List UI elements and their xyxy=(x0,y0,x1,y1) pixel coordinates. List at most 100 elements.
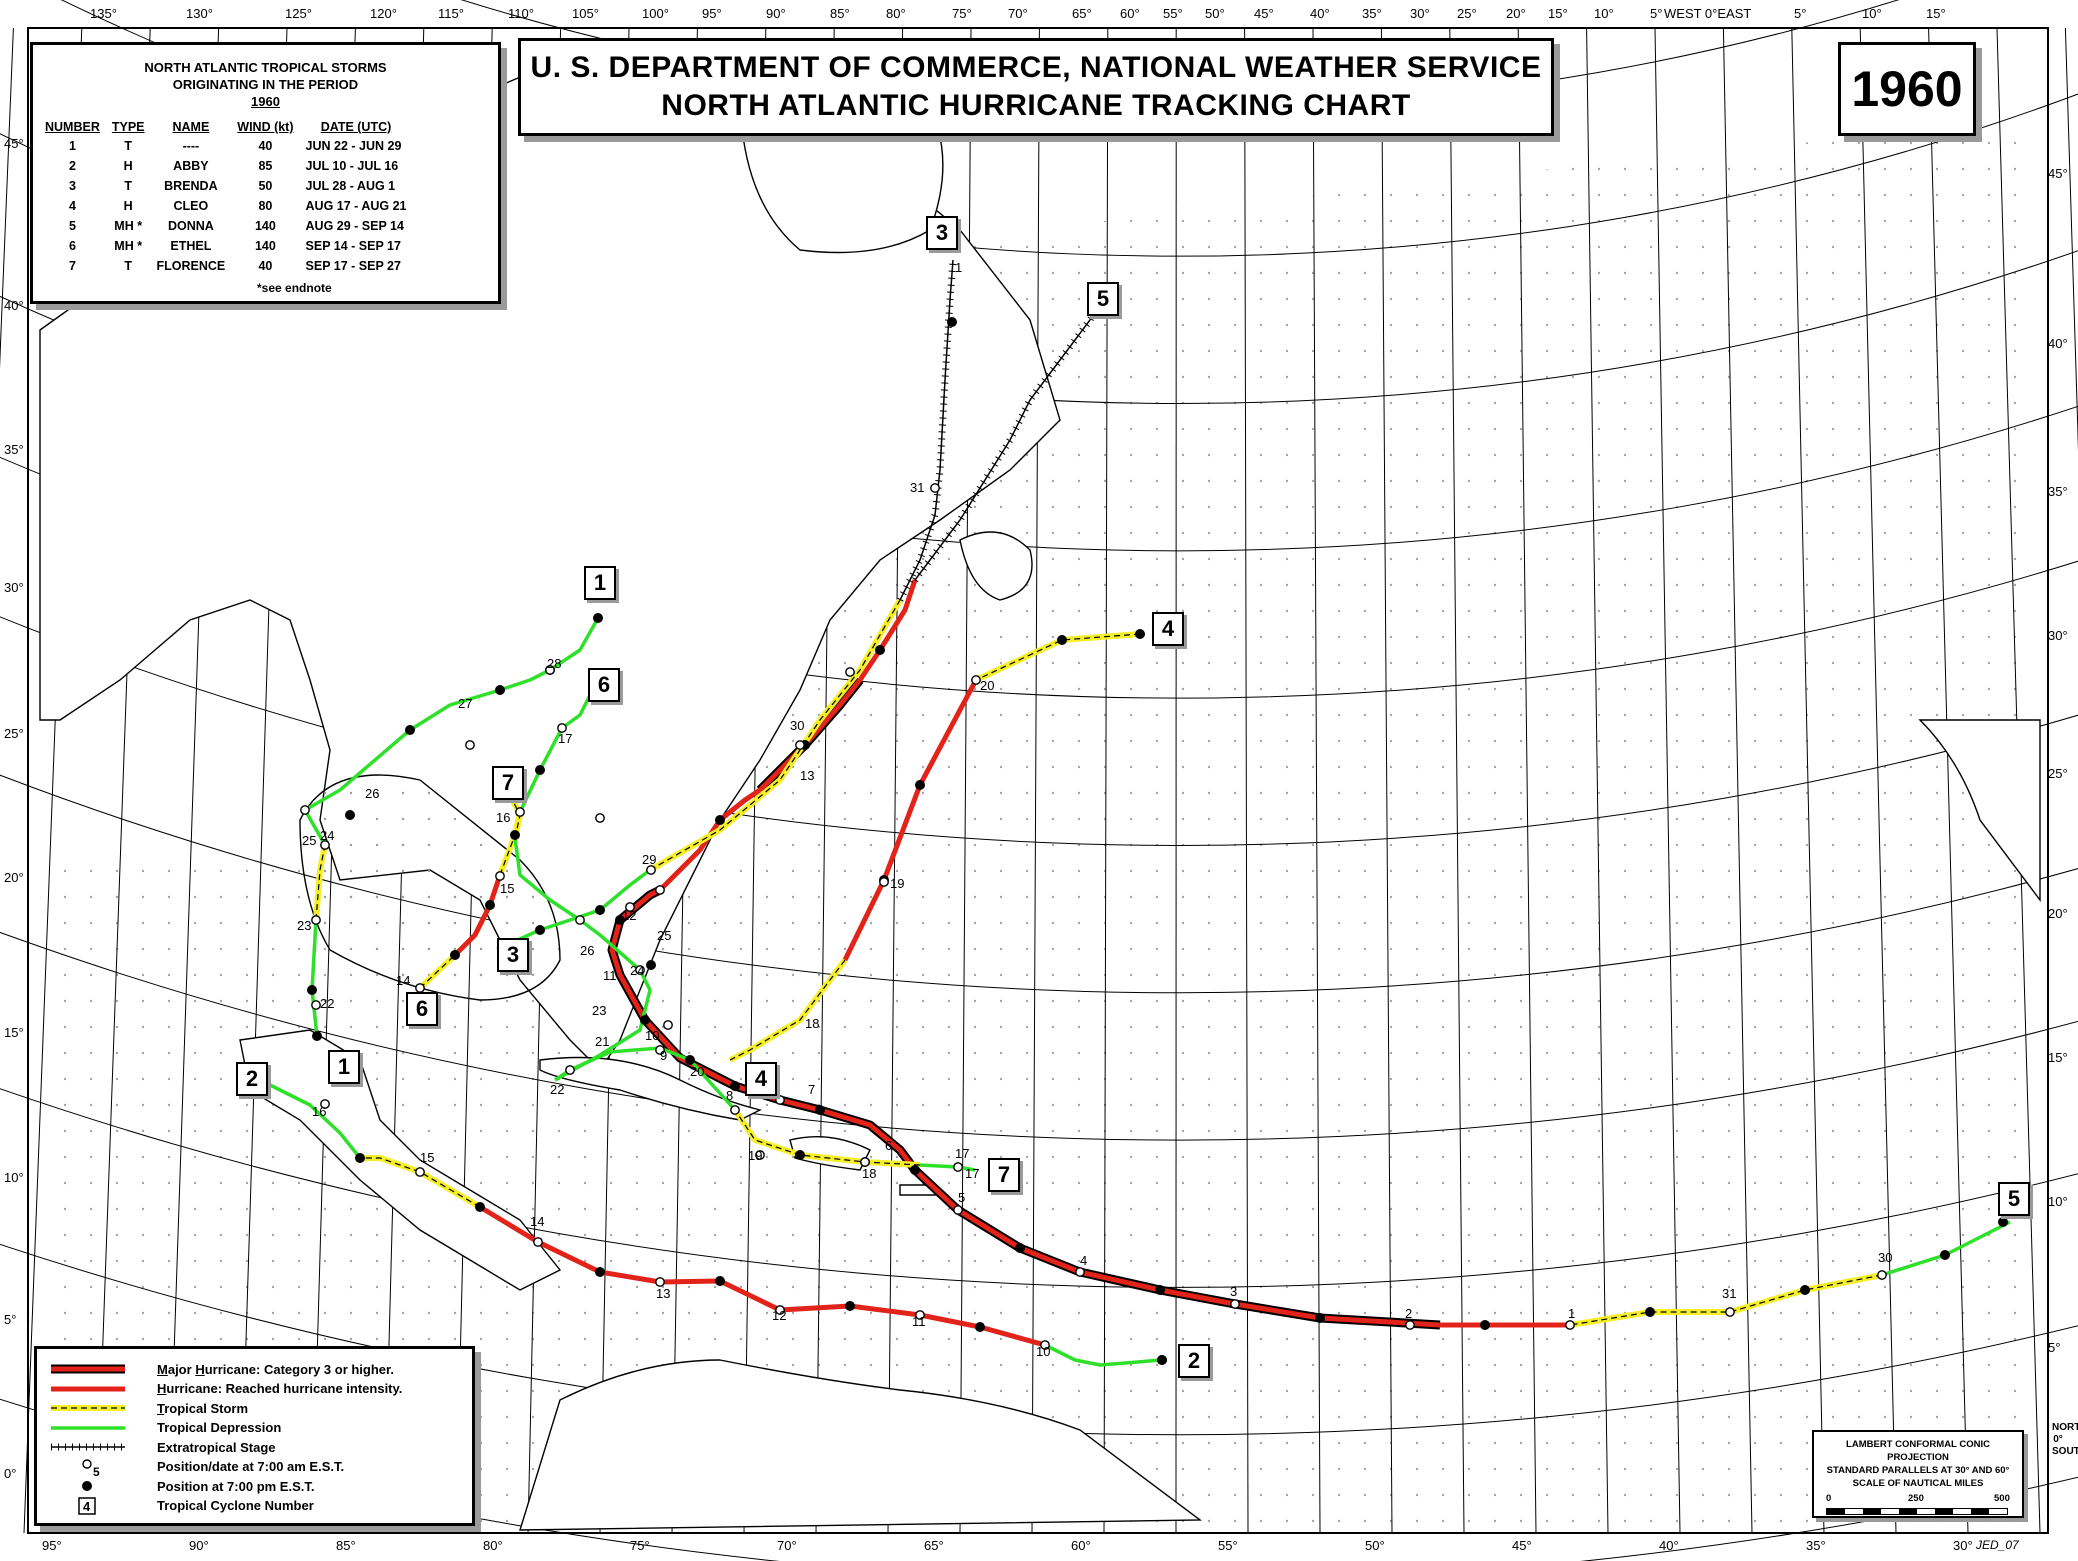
table-cell: T xyxy=(124,139,132,153)
storm-number-4: 4 xyxy=(745,1062,777,1096)
table-cell: 140 xyxy=(254,239,276,253)
date-label: 11 xyxy=(912,1314,926,1329)
legend-symbol xyxy=(47,1418,129,1438)
date-label: 14 xyxy=(530,1214,544,1229)
table-cell: T xyxy=(124,259,132,273)
legend-label: Tropical Storm xyxy=(157,1400,249,1416)
legend-row-depression: Tropical Depression xyxy=(47,1418,281,1438)
coordinate-label: 75° xyxy=(630,1538,650,1553)
date-label: 11 xyxy=(603,968,617,983)
table-cell: ---- xyxy=(182,139,200,153)
date-label: 2 xyxy=(1405,1306,1412,1321)
date-label: 23 xyxy=(592,1003,606,1018)
coordinate-label: 25° xyxy=(2048,766,2068,781)
table-cell: 1 xyxy=(68,139,76,153)
chart-credit: JED_07 xyxy=(1976,1538,2019,1552)
coordinate-label: 95° xyxy=(42,1538,62,1553)
coordinate-label: 5° xyxy=(2048,1340,2061,1355)
storms-table-header: NORTH ATLANTIC TROPICAL STORMS ORIGINATI… xyxy=(33,59,498,110)
coordinate-label: 25° xyxy=(4,726,24,741)
date-label: 26 xyxy=(365,786,379,801)
date-label: 20 xyxy=(980,678,994,693)
storm-number-4: 4 xyxy=(1152,612,1184,646)
legend-symbol: 4 xyxy=(47,1496,129,1516)
coordinate-label: 60° xyxy=(1120,6,1140,21)
legend-symbol xyxy=(47,1379,129,1399)
legend-label: Hurricane: Reached hurricane intensity. xyxy=(157,1381,403,1396)
legend-row-tropical-storm: Tropical Storm xyxy=(47,1398,248,1418)
legend-label: Extratropical Stage xyxy=(157,1439,276,1455)
storms-table-body: 1 T ---- 40 JUN 22 - JUN 29 2 H ABBY 85 JUL 10 - … xyxy=(39,136,412,276)
table-cell: 50 xyxy=(258,179,273,193)
table-cell: DONNA xyxy=(167,219,214,233)
date-label: 19 xyxy=(748,1148,762,1163)
table-cell: ABBY xyxy=(173,159,209,173)
table-cell: ETHEL xyxy=(170,239,212,253)
svg-text:5: 5 xyxy=(93,1465,100,1477)
coordinate-label: 110° xyxy=(508,6,534,21)
coordinate-label: 20° xyxy=(4,870,24,885)
coordinate-label: 105° xyxy=(572,6,599,21)
table-cell: JUL 10 - JUL 16 xyxy=(305,159,399,173)
table-row: 3 T BRENDA 50 JUL 28 - AUG 1 xyxy=(39,176,412,196)
date-label: 22 xyxy=(550,1082,564,1097)
legend-box: Major Hurricane: Category 3 or higher. Hu… xyxy=(34,1346,475,1526)
date-labels: 2223242526272810111213141516293031117181… xyxy=(297,260,1892,1359)
storm-number-1: 1 xyxy=(328,1050,360,1084)
storm-number-7: 7 xyxy=(988,1158,1020,1192)
coordinate-label: 10° xyxy=(2048,1194,2068,1209)
date-label: 27 xyxy=(458,696,472,711)
coordinate-label: 65° xyxy=(924,1538,944,1553)
table-cell: 4 xyxy=(68,199,76,213)
table-cell: 80 xyxy=(258,199,273,213)
coordinate-label: 50° xyxy=(1205,6,1225,21)
title-line-1: U. S. DEPARTMENT OF COMMERCE, NATIONAL W… xyxy=(530,51,1542,84)
storm-number-6: 6 xyxy=(588,668,620,702)
date-label: 1 xyxy=(1568,1306,1575,1321)
scale-label-500: 500 xyxy=(1994,1493,2010,1504)
storm-number-5: 5 xyxy=(1998,1182,2030,1216)
table-cell: 6 xyxy=(68,239,76,253)
date-label: 15 xyxy=(420,1150,434,1165)
coordinate-label: 10° xyxy=(4,1170,24,1185)
date-label: 23 xyxy=(297,918,311,933)
date-label: 24 xyxy=(320,828,334,843)
coordinate-label: 55° xyxy=(1218,1538,1238,1553)
date-label: 13 xyxy=(800,768,814,783)
coordinate-label: 40° xyxy=(1659,1538,1679,1553)
table-cell: 2 xyxy=(68,159,76,173)
storm-number-6: 6 xyxy=(406,992,438,1026)
storms-table-head-row: NUMBER TYPE NAME WIND (kt) DATE (UTC) xyxy=(39,118,412,136)
table-cell: H xyxy=(123,159,133,173)
projection-line-1: LAMBERT CONFORMAL CONIC PROJECTION xyxy=(1846,1439,1990,1463)
coordinate-label: 55° xyxy=(1163,6,1183,21)
coordinate-label: 10° xyxy=(1594,6,1614,21)
coordinate-label: 125° xyxy=(285,6,312,21)
coordinate-label: 25° xyxy=(1457,6,1477,21)
date-label: 20 xyxy=(690,1064,704,1079)
legend-row-extratropical: Extratropical Stage xyxy=(47,1437,276,1457)
date-label: 30 xyxy=(1878,1250,1892,1265)
table-cell: SEP 14 - SEP 17 xyxy=(305,239,401,253)
column-header: TYPE xyxy=(111,120,145,134)
date-label: 25 xyxy=(657,928,671,943)
north-south-label: NORTH 0° SOUTH xyxy=(2052,1422,2078,1457)
date-label: 14 xyxy=(396,973,410,988)
storm-number-3: 3 xyxy=(497,938,529,972)
legend-row-am: 5 Position/date at 7:00 am E.S.T. xyxy=(47,1457,344,1479)
coordinate-label: 60° xyxy=(1071,1538,1091,1553)
date-label: 5 xyxy=(958,1190,965,1205)
coordinate-label: 95° xyxy=(702,6,722,21)
legend-symbol xyxy=(47,1398,129,1418)
coordinate-label: 45° xyxy=(2048,166,2068,181)
coordinate-label: 30° xyxy=(1953,1538,1973,1553)
coordinate-label: 50° xyxy=(1365,1538,1385,1553)
legend-row-major: Major Hurricane: Category 3 or higher. xyxy=(47,1359,394,1379)
legend-row-hurricane: Hurricane: Reached hurricane intensity. xyxy=(47,1379,402,1399)
storm-number-7: 7 xyxy=(492,766,524,800)
date-label: 3 xyxy=(1230,1284,1237,1299)
date-label: 22 xyxy=(320,996,334,1011)
date-label: 16 xyxy=(312,1104,326,1119)
legend-label: Tropical Cyclone Number xyxy=(157,1498,314,1513)
coordinate-label: 5° xyxy=(4,1312,17,1327)
